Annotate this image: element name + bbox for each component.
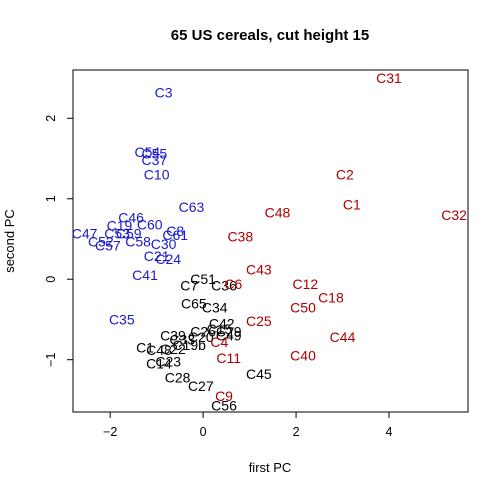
point-label: C49: [216, 328, 242, 344]
point-label: C38: [227, 229, 253, 245]
point-label: C23: [155, 353, 181, 369]
point-label: C47: [72, 225, 98, 241]
x-axis-label: first PC: [249, 460, 292, 475]
point-label: C1: [343, 196, 361, 212]
point-label: C32: [441, 207, 467, 223]
point-label: C53: [104, 225, 130, 241]
point-label: C39: [160, 328, 186, 344]
point-label: C61: [162, 227, 188, 243]
point-label: C22: [160, 341, 186, 357]
chart-title: 65 US cereals, cut height 15: [171, 27, 369, 44]
y-tick-label: 1: [44, 195, 58, 202]
point-label: C26: [190, 324, 216, 340]
point-label: C8: [166, 223, 184, 239]
point-label: C11: [216, 350, 241, 366]
point-label: C4: [210, 334, 228, 350]
point-label: C46: [118, 209, 144, 225]
point-label: C3: [155, 85, 173, 101]
point-label: C51: [190, 271, 216, 287]
point-label: C19: [107, 217, 133, 233]
point-label: C15: [207, 321, 233, 337]
point-label: C59: [116, 225, 142, 241]
y-tick-label: 0: [44, 276, 58, 283]
point-label: C6: [224, 276, 242, 292]
point-label: C28: [165, 369, 191, 385]
point-label: C58: [125, 233, 151, 249]
y-tick-label: −1: [44, 353, 58, 367]
point-label: C34: [202, 299, 228, 315]
point-label: C42: [209, 315, 235, 331]
point-label: C36: [211, 278, 237, 294]
point-label: C21: [144, 248, 170, 264]
point-label: C48: [146, 342, 172, 358]
point-label: C43: [246, 262, 272, 278]
point-label: C19b: [172, 337, 206, 353]
point-label: C44: [330, 329, 356, 345]
point-label: C10: [144, 167, 170, 183]
point-label: C31: [376, 70, 402, 86]
point-label: C63: [179, 199, 205, 215]
point-label: C33: [169, 332, 195, 348]
y-axis: −1 0 1 2: [44, 115, 73, 367]
x-tick-label: 4: [386, 425, 393, 439]
plot-frame: [72, 69, 469, 413]
x-tick-label: 2: [293, 425, 300, 439]
point-label: C55: [141, 146, 167, 162]
point-label: C56: [211, 398, 237, 414]
point-label: C54: [135, 144, 161, 160]
point-label: C37: [141, 152, 167, 168]
point-label: C1: [136, 340, 154, 356]
point-label: C24: [155, 251, 181, 267]
point-label: C2: [336, 167, 354, 183]
point-label: C29: [216, 324, 242, 340]
x-tick-label: 0: [200, 425, 207, 439]
point-label: C30: [151, 236, 177, 252]
point-label: C35: [109, 311, 135, 327]
point-label: C40: [290, 348, 316, 364]
point-label: C7: [180, 278, 198, 294]
point-label: C48: [265, 204, 291, 220]
point-label: C52: [88, 233, 114, 249]
point-label: C65: [181, 295, 207, 311]
point-label: C41: [132, 267, 158, 283]
point-label: C20: [188, 329, 214, 345]
x-tick-label: −2: [103, 425, 117, 439]
point-label: C45: [246, 366, 272, 382]
y-tick-label: 2: [44, 115, 58, 122]
point-label: C57: [95, 237, 121, 253]
point-label: C50: [290, 299, 316, 315]
point-label: C9: [215, 388, 233, 404]
point-label: C18: [318, 290, 344, 306]
point-label: C60: [137, 217, 163, 233]
x-axis: −2 0 2 4: [103, 412, 393, 439]
point-label: C25: [246, 313, 272, 329]
y-axis-label: second PC: [2, 209, 17, 273]
point-label: C14: [146, 356, 172, 372]
point-label: C12: [293, 276, 319, 292]
point-label: C27: [188, 378, 214, 394]
